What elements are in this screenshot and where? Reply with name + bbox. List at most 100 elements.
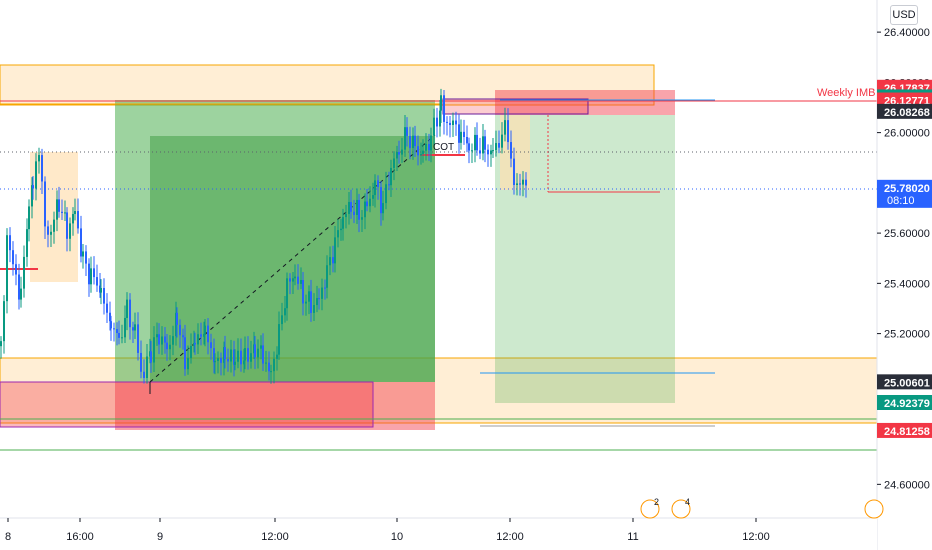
x-tick-label: 16:00 xyxy=(66,531,94,543)
candle xyxy=(342,217,344,229)
x-tick-label: 12:00 xyxy=(742,531,770,543)
candle xyxy=(455,120,457,125)
candle xyxy=(106,303,108,313)
candle xyxy=(109,312,111,322)
candle xyxy=(172,336,174,345)
candle xyxy=(302,279,304,304)
candle xyxy=(158,334,160,345)
candle xyxy=(484,136,486,150)
candle xyxy=(18,274,20,300)
candle xyxy=(153,337,155,363)
candle xyxy=(0,341,2,347)
x-tick-label: 12:00 xyxy=(496,531,524,543)
candle xyxy=(41,155,43,182)
price-tag xyxy=(877,422,932,438)
candle xyxy=(90,268,92,285)
candle xyxy=(513,158,515,185)
cot-label: COT xyxy=(433,142,454,153)
candle xyxy=(471,150,473,152)
candle xyxy=(243,360,245,365)
candle xyxy=(200,334,202,337)
candle xyxy=(213,348,215,363)
candle xyxy=(482,136,484,154)
candle xyxy=(126,299,128,318)
candle xyxy=(12,250,14,265)
candle xyxy=(479,150,481,154)
candle xyxy=(439,110,441,127)
candle xyxy=(409,135,411,149)
candle xyxy=(61,211,63,213)
candle xyxy=(460,131,462,143)
candle xyxy=(495,143,497,151)
candle xyxy=(72,214,74,224)
candle xyxy=(146,356,148,379)
candle xyxy=(519,183,521,185)
candle xyxy=(140,352,142,372)
candle xyxy=(9,235,11,251)
candle xyxy=(393,158,395,168)
candle xyxy=(237,350,239,362)
time-axis xyxy=(0,518,877,550)
candle xyxy=(446,121,448,123)
candle xyxy=(292,278,294,282)
candle xyxy=(250,353,252,362)
candle xyxy=(129,299,131,328)
candle xyxy=(187,358,189,370)
candle xyxy=(265,362,267,364)
candle xyxy=(161,336,163,345)
currency-button[interactable]: USD xyxy=(890,5,918,25)
candle xyxy=(353,211,355,215)
candle xyxy=(468,143,470,151)
candle xyxy=(289,278,291,282)
candle xyxy=(297,276,299,284)
x-tick-label: 9 xyxy=(157,531,163,543)
candle xyxy=(366,201,368,207)
candle xyxy=(134,324,136,331)
candle xyxy=(449,122,451,125)
candle xyxy=(382,203,384,214)
price-tag xyxy=(877,394,932,410)
candle xyxy=(74,211,76,215)
candle xyxy=(364,201,366,218)
candle xyxy=(417,146,419,156)
candle xyxy=(203,333,205,337)
candle xyxy=(270,371,272,373)
candle xyxy=(268,362,270,372)
y-tick-label: 26.40000 xyxy=(884,27,930,39)
candle xyxy=(150,351,152,363)
price-tag xyxy=(877,374,932,390)
candle xyxy=(401,149,403,155)
candle xyxy=(281,315,283,325)
candle xyxy=(492,150,494,152)
candle xyxy=(116,329,118,334)
candle xyxy=(85,251,87,264)
price-tag xyxy=(877,103,932,119)
candle xyxy=(430,135,432,151)
candle xyxy=(294,276,296,279)
candle xyxy=(458,124,460,143)
y-tick-label: 24.60000 xyxy=(884,479,930,491)
candle xyxy=(305,301,307,304)
candle xyxy=(507,120,509,143)
candle xyxy=(156,334,158,338)
candle xyxy=(443,95,445,122)
candle xyxy=(190,345,192,359)
candle xyxy=(340,228,342,231)
candle xyxy=(398,152,400,155)
candle xyxy=(44,181,46,227)
candle xyxy=(390,167,392,186)
price-tag-value: 26.08268 xyxy=(884,107,930,119)
candle xyxy=(137,324,139,353)
price-tag xyxy=(877,92,932,108)
candle xyxy=(412,135,414,149)
candle xyxy=(194,343,196,345)
candle xyxy=(93,268,95,278)
candle xyxy=(64,212,66,214)
candle xyxy=(197,334,199,345)
candle xyxy=(329,257,331,266)
candle xyxy=(332,257,334,264)
candle xyxy=(510,142,512,159)
candle xyxy=(308,291,310,302)
